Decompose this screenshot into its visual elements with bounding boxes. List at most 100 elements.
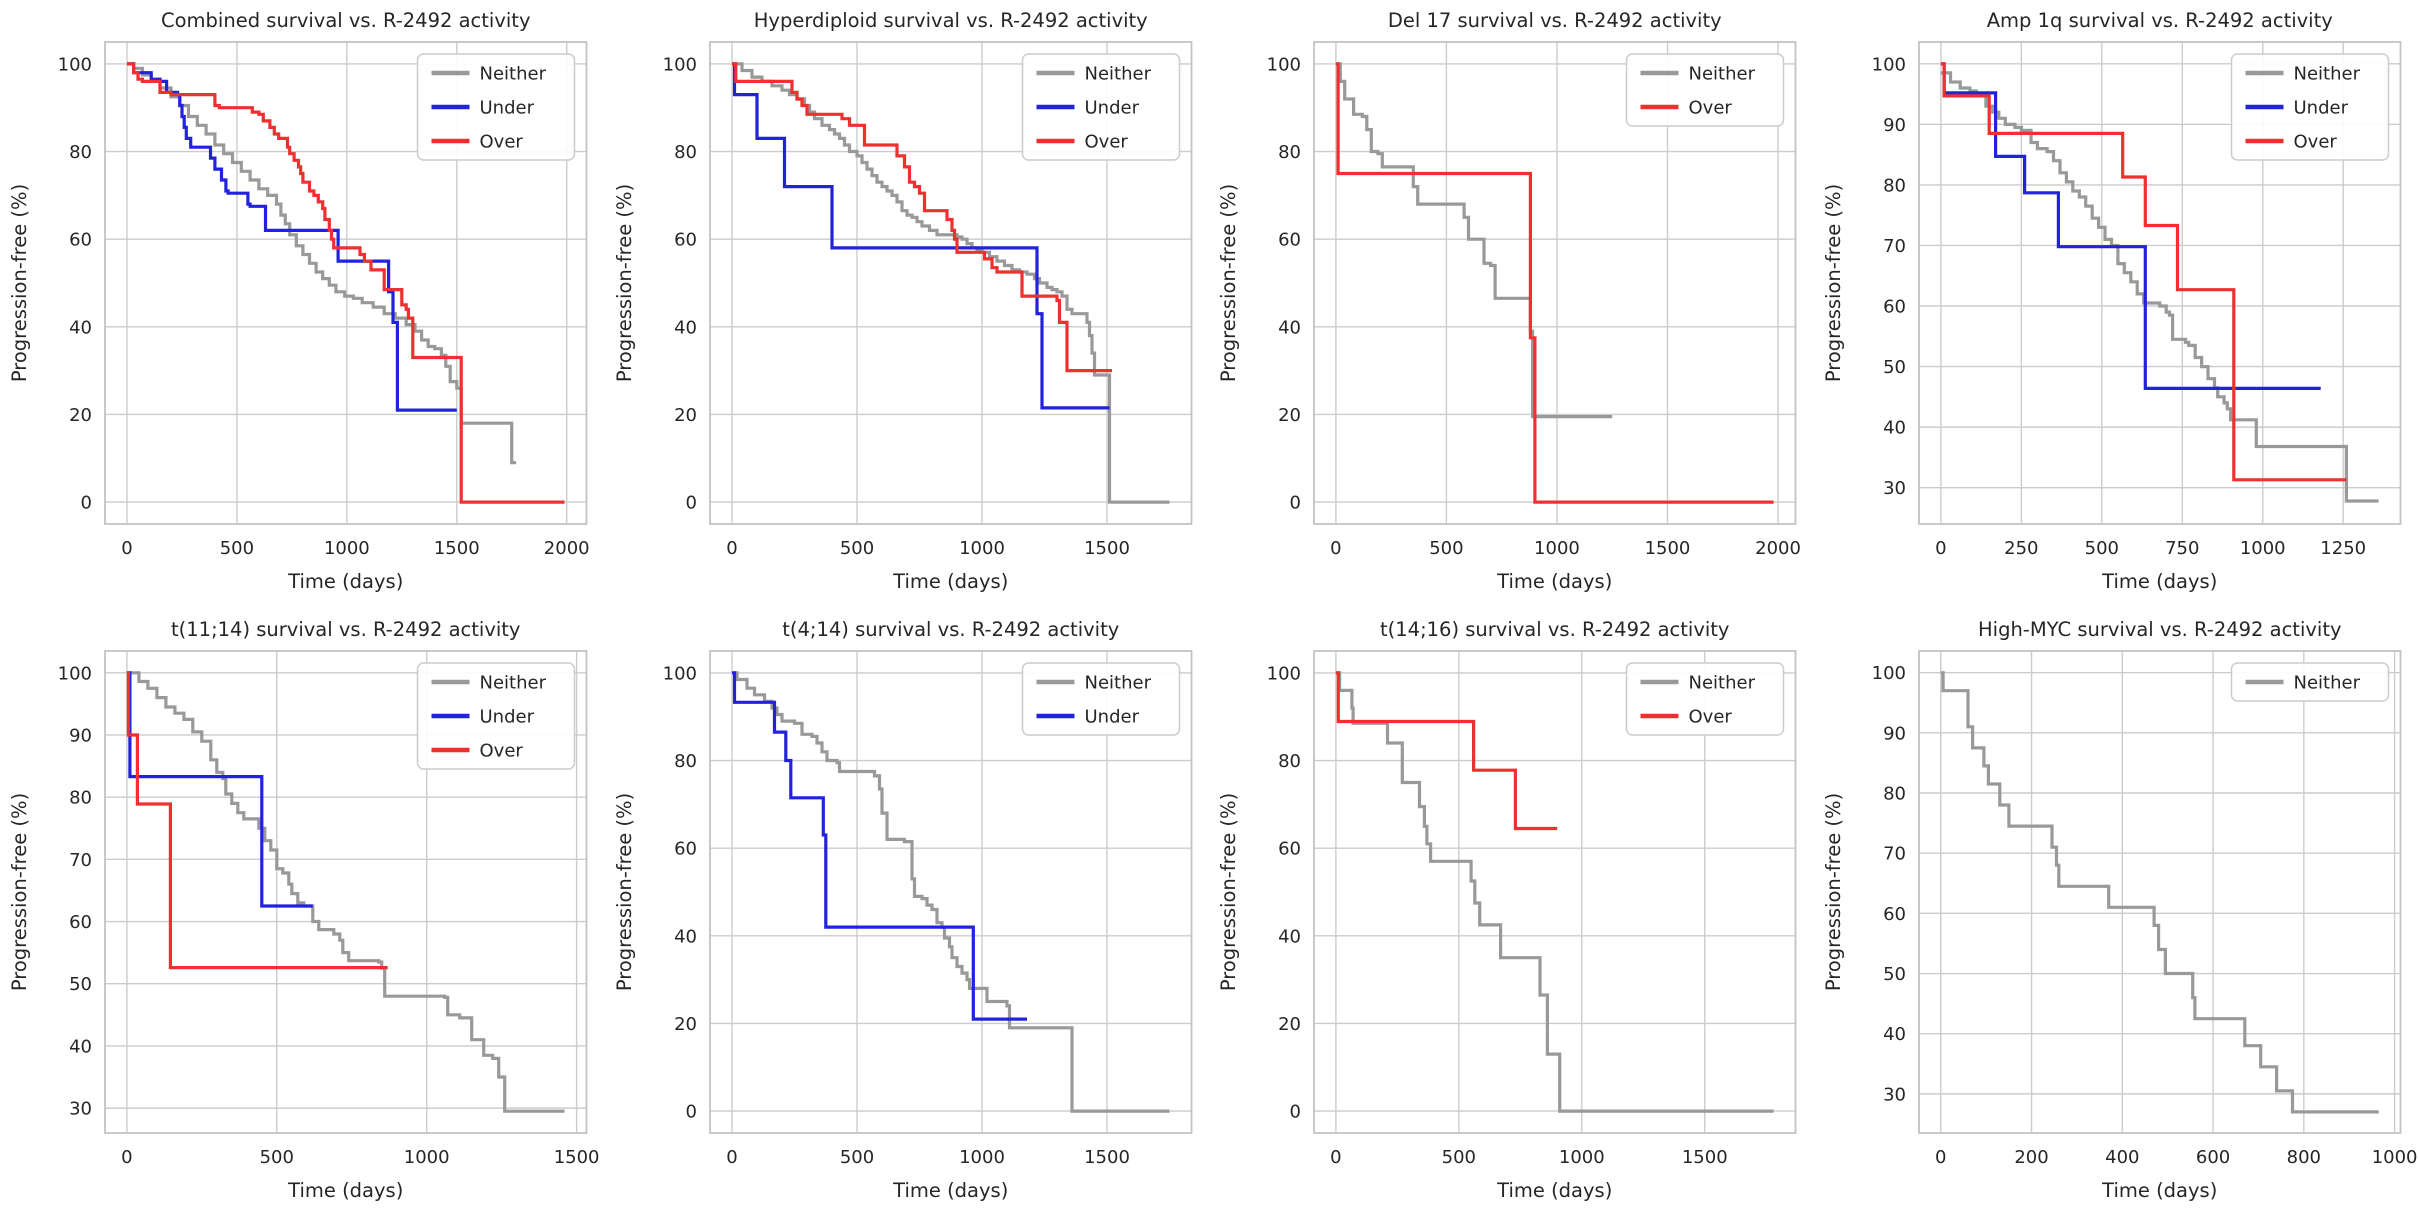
chart-title: Amp 1q survival vs. R-2492 activity [1986,9,2332,32]
legend: Neither Over [1625,53,1785,127]
y-tick-label: 60 [674,839,697,860]
y-axis-label: Progression-free (%) [1217,184,1240,382]
legend-label-over: Over [2293,132,2337,153]
x-tick-label: 1500 [1084,538,1130,559]
legend: Neither Under Over [416,662,576,770]
x-axis-label: Time (days) [892,1179,1008,1202]
series-line-neither [1940,71,2379,503]
y-tick-label: 0 [685,493,696,514]
legend-label-over: Over [1689,707,1733,728]
chart-title: Combined survival vs. R-2492 activity [161,9,530,32]
y-tick-label: 70 [1883,236,1906,257]
x-tick-label: 0 [121,538,132,559]
chart-canvas: Neither Under Over Combined survival vs. R-… [8,9,590,593]
series-line-neither [1335,671,1774,1113]
y-tick-label: 20 [69,405,92,426]
plot-border [104,650,588,1134]
legend-label-under: Under [1084,98,1139,119]
plot-border [1917,650,2401,1134]
chart-title: High-MYC survival vs. R-2492 activity [1977,618,2341,641]
chart-panel-high-myc: Neither High-MYC survival vs. R-2492 acti… [1814,609,2418,1218]
x-tick-label: 1000 [2239,538,2285,559]
y-tick-label: 40 [1278,317,1301,338]
x-tick-label: 750 [2165,538,2199,559]
y-tick-label: 80 [1278,751,1301,772]
y-tick-label: 50 [1883,357,1906,378]
y-tick-label: 50 [69,974,92,995]
legend-label-over: Over [1084,132,1128,153]
x-tick-label: 500 [1442,1147,1476,1168]
legend: Neither Under Over [2230,53,2389,161]
x-tick-label: 500 [220,538,254,559]
chart-canvas: Neither Under Over Hyperdiploid survival vs… [613,9,1192,593]
x-axis-label: Time (days) [287,570,403,593]
y-tick-label: 60 [1883,297,1906,318]
y-tick-label: 40 [674,317,697,338]
y-tick-label: 80 [69,788,92,809]
series-line-neither [731,62,1169,504]
legend-label-neither: Neither [2293,64,2360,85]
y-tick-label: 100 [1267,663,1301,684]
x-axis-label: Time (days) [1496,1179,1612,1202]
chart-title: Del 17 survival vs. R-2492 activity [1388,9,1722,32]
x-tick-label: 1500 [434,538,480,559]
chart-title: Hyperdiploid survival vs. R-2492 activit… [753,9,1147,32]
series-line-under [126,671,313,908]
y-tick-label: 30 [69,1099,92,1120]
legend-label-under: Under [480,98,535,119]
legend-label-neither: Neither [2293,673,2360,694]
series-line-over [1335,671,1558,831]
series-line-under [731,62,1109,410]
series-line-neither [126,671,565,1113]
x-tick-label: 1000 [2371,1147,2417,1168]
legend: Neither Under [1021,662,1180,736]
x-tick-label: 2000 [544,538,590,559]
y-tick-label: 0 [685,1102,696,1123]
chart-canvas: Neither Over Del 17 survival vs. R-2492 ac… [1217,9,1801,593]
y-axis-label: Progression-free (%) [613,184,636,382]
x-tick-label: 600 [2195,1147,2229,1168]
legend-label-over: Over [480,741,524,762]
x-tick-label: 1500 [1084,1147,1130,1168]
legend-box [1021,53,1180,161]
x-tick-label: 500 [260,1147,294,1168]
chart-panel-t4-14: Neither Under t(4;14) survival vs. R-2492 … [605,609,1210,1218]
y-tick-label: 100 [662,663,696,684]
y-tick-label: 60 [69,230,92,251]
legend-label-over: Over [480,132,524,153]
chart-title: t(4;14) survival vs. R-2492 activity [782,618,1119,641]
y-tick-label: 100 [1871,54,1905,75]
x-tick-label: 0 [1330,1147,1341,1168]
y-tick-label: 40 [1883,418,1906,439]
y-tick-label: 60 [1278,839,1301,860]
y-tick-label: 20 [1278,1014,1301,1035]
y-tick-label: 90 [69,725,92,746]
legend-box [416,662,576,770]
plot-border [1313,41,1797,525]
legend-box [2230,53,2389,161]
legend-box [416,53,576,161]
y-axis-label: Progression-free (%) [1822,793,1845,991]
series-line-under [127,62,457,412]
chart-canvas: Neither Under Over Amp 1q survival vs. R-24… [1822,9,2401,593]
x-tick-label: 2000 [1755,538,1801,559]
x-tick-label: 1000 [324,538,370,559]
x-tick-label: 250 [2004,538,2038,559]
series-line-over [127,62,565,504]
series-line-over [731,62,1112,373]
x-tick-label: 1500 [1682,1147,1728,1168]
legend: Neither Under Over [416,53,576,161]
chart-canvas: Neither Over t(14;16) survival vs. R-2492 … [1217,618,1797,1202]
legend: Neither [2230,662,2389,702]
chart-panel-t11-14: Neither Under Over t(11;14) survival vs. R-… [0,609,605,1218]
x-tick-label: 800 [2286,1147,2320,1168]
x-tick-label: 200 [2014,1147,2048,1168]
legend-label-neither: Neither [1689,64,1756,85]
y-tick-label: 0 [81,493,92,514]
chart-panel-amp1q: Neither Under Over Amp 1q survival vs. R-24… [1814,0,2418,609]
plot-border [104,41,588,525]
y-axis-label: Progression-free (%) [1217,793,1240,991]
y-tick-label: 40 [69,317,92,338]
legend-label-neither: Neither [1084,673,1151,694]
legend-box [2230,662,2389,702]
